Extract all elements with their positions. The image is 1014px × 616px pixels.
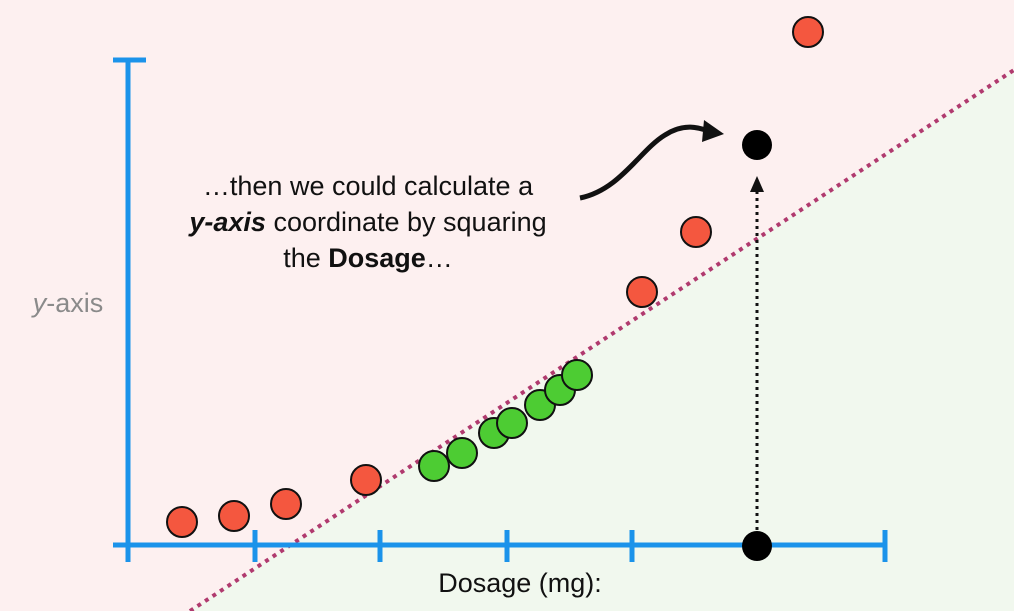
- y-axis-label-rest: -axis: [46, 288, 103, 318]
- arrow-head: [750, 176, 764, 192]
- y-axis-label: y-axis: [31, 288, 104, 318]
- annotation-line: …then we could calculate a: [203, 171, 534, 201]
- x-axis-label: Dosage (mg):: [438, 568, 602, 598]
- annotation-segment: …: [426, 243, 453, 273]
- annotation-line: the Dosage…: [283, 243, 453, 273]
- black-point: [742, 130, 772, 160]
- curved-arrow: [579, 124, 713, 201]
- y-axis-label-italic: y: [31, 288, 48, 318]
- green-points: [418, 359, 593, 482]
- annotation-line: y-axis coordinate by squaring: [187, 207, 546, 237]
- red-points: [166, 16, 824, 538]
- annotation-segment: …then we could calculate a: [203, 171, 534, 201]
- decision-line: [188, 68, 1014, 613]
- black-point: [742, 531, 772, 561]
- annotation-segment: y-axis: [187, 207, 266, 237]
- annotation-segment: the: [283, 243, 328, 273]
- annotation: …then we could calculate a y-axis coordin…: [187, 171, 546, 273]
- annotation-segment: coordinate by squaring: [266, 207, 547, 237]
- annotation-segment: Dosage: [328, 243, 426, 273]
- curved-arrow-head: [702, 120, 724, 142]
